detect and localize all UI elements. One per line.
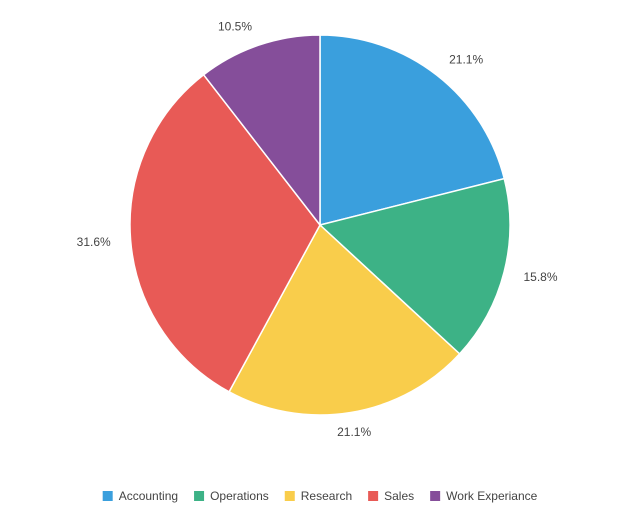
legend-swatch-accounting [102,491,113,501]
legend-label-work-experiance: Work Experiance [446,489,537,503]
legend-item-accounting[interactable]: Accounting [102,489,178,503]
legend-item-work-experiance[interactable]: Work Experiance [430,489,538,503]
slice-label-operations: 15.8% [523,270,557,284]
legend-label-research: Research [301,489,352,503]
slice-accounting[interactable] [319,34,506,226]
legend: Accounting Operations Research Sales Work Ex… [102,489,538,503]
legend-item-research[interactable]: Research [284,489,352,503]
slice-sales[interactable] [129,73,321,393]
slice-operations[interactable] [318,177,511,355]
slice-label-research: 21.1% [337,425,371,439]
pie-slices [129,34,511,416]
legend-item-sales[interactable]: Sales [368,489,414,503]
legend-swatch-work-experiance [430,491,441,501]
slice-research[interactable] [228,223,461,416]
legend-swatch-research [284,491,295,501]
slice-work-experiance[interactable] [202,34,321,228]
slice-label-accounting: 21.1% [449,52,483,66]
legend-label-operations: Operations [210,489,269,503]
slice-label-work-experiance: 10.5% [218,19,252,33]
slice-label-sales: 31.6% [77,235,111,249]
legend-label-accounting: Accounting [119,489,178,503]
legend-item-operations[interactable]: Operations [194,489,269,503]
legend-swatch-sales [368,491,379,501]
legend-swatch-operations [194,491,205,501]
slice-labels: 21.1% 15.8% 21.1% 31.6% 10.5% [77,19,558,439]
legend-label-sales: Sales [384,489,414,503]
